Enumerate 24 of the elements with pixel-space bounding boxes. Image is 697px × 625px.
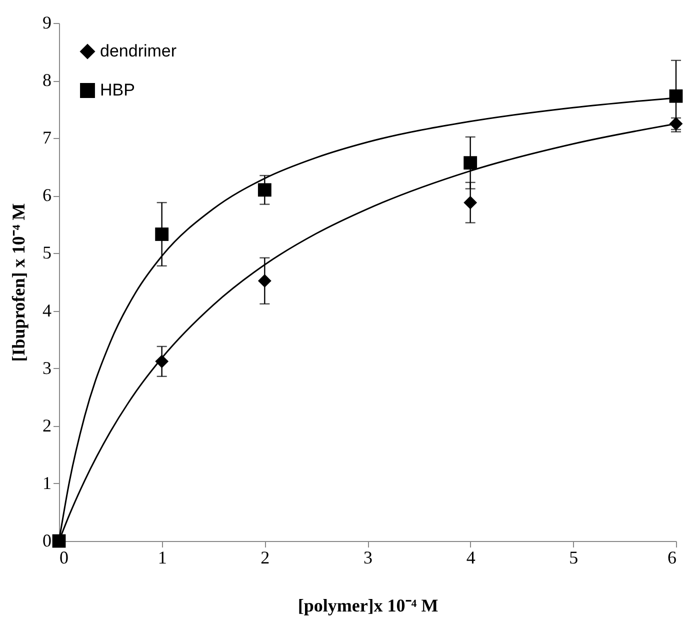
legend-label: HBP: [100, 80, 135, 100]
y-tick-label: 4: [42, 300, 52, 320]
x-tick-label: 4: [466, 548, 476, 568]
x-tick-label: 6: [668, 548, 676, 568]
legend-label: dendrimer: [100, 42, 177, 60]
x-axis-title: [polymer]x 10⁻⁴ M: [298, 596, 438, 616]
point: [155, 228, 169, 241]
y-tick-label: 6: [42, 185, 52, 206]
x-tick-label: 1: [158, 548, 167, 568]
y-tick-label: 9: [42, 12, 52, 32]
y-tick-label: 2: [42, 415, 52, 436]
y-tick-label: 7: [42, 128, 52, 148]
x-tick-label: 2: [260, 548, 270, 568]
x-tick-label: 3: [364, 548, 372, 568]
y-tick-label: 3: [42, 358, 52, 378]
y-tick-label: 8: [42, 70, 52, 90]
y-tick-label: 1: [42, 472, 52, 493]
x-tick-label: 0: [60, 548, 68, 568]
y-tick-label: 5: [42, 242, 52, 263]
point: [258, 183, 272, 197]
x-tick-label: 5: [569, 548, 578, 568]
y-axis-title: [Ibuprofen] x 10⁻⁴ M: [8, 203, 28, 362]
y-tick-label: 0: [42, 530, 52, 550]
point: [52, 534, 66, 548]
